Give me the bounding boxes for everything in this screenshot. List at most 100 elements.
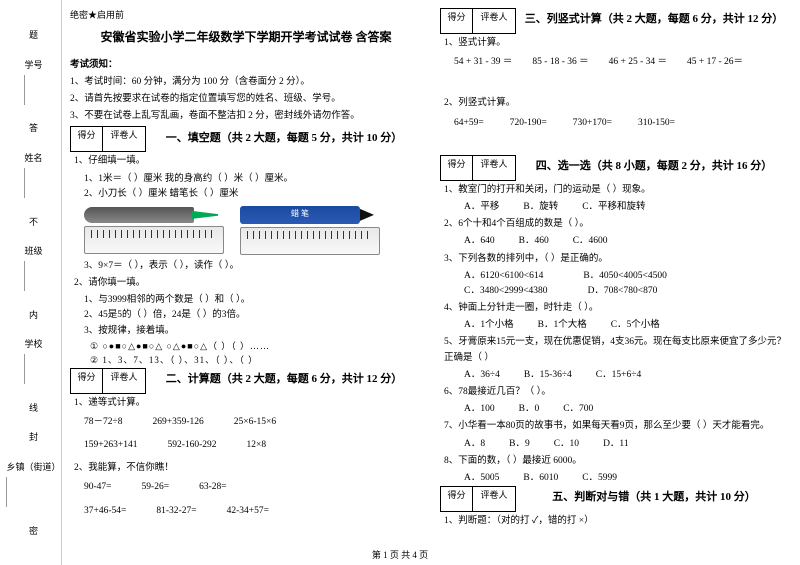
rail-item-class: 班级 bbox=[24, 244, 42, 291]
calc-expr: 592-160-292 bbox=[167, 438, 216, 453]
calc-row: 78－72÷8 269+359-126 25×6-15×6 bbox=[84, 415, 422, 430]
score-box: 得分 评卷人 bbox=[440, 486, 516, 512]
rail-mark: 题 bbox=[29, 28, 38, 41]
calc-expr: 310-150= bbox=[638, 116, 675, 131]
section-header-5: 得分 评卷人 五、判断对与错（共 1 大题，共计 10 分） bbox=[440, 486, 792, 512]
options: A．100 B．0 C．700 bbox=[464, 402, 792, 417]
ruler-icon bbox=[84, 226, 224, 254]
calc-row: 159+263+141 592-160-292 12×8 bbox=[84, 438, 422, 453]
score-cell: 得分 bbox=[71, 369, 103, 393]
section-title: 二、计算题（共 2 大题，每题 6 分，共计 12 分） bbox=[146, 371, 422, 389]
calc-expr: 78－72÷8 bbox=[84, 415, 122, 430]
secret-label: 绝密★启用前 bbox=[70, 8, 422, 22]
grader-cell: 评卷人 bbox=[473, 156, 515, 180]
crayon-icon: 蜡 笔 bbox=[240, 206, 360, 224]
question: 2、列竖式计算。 bbox=[444, 96, 792, 111]
knife-icon bbox=[84, 207, 194, 223]
grader-cell: 评卷人 bbox=[473, 9, 515, 33]
calc-expr: 54 + 31 - 39 ＝ bbox=[454, 55, 512, 70]
rail-mark: 不 bbox=[29, 215, 38, 228]
subquestion: 1、与3999相邻的两个数是（ ）和（ ）。 bbox=[84, 293, 422, 308]
opt: C．3480<2999<4380 bbox=[464, 284, 548, 299]
section-header-3: 得分 评卷人 三、列竖式计算（共 2 大题，每题 6 分，共计 12 分） bbox=[440, 8, 792, 34]
question: 7、小华看一本80页的故事书，如果每天看9页，那么至少要（ ）天才能看完。 bbox=[444, 419, 792, 434]
opt: C．15+6÷4 bbox=[596, 368, 641, 383]
question: 2、6个十和4个百组成的数是（ ）。 bbox=[444, 217, 792, 232]
grader-cell: 评卷人 bbox=[473, 487, 515, 511]
calc-row: 37+46-54= 81-32-27= 42-34+57= bbox=[84, 504, 422, 519]
subquestion: 1、1米＝（ ）厘米 我的身高约（ ）米（ ）厘米。 bbox=[84, 172, 422, 187]
calc-expr: 269+359-126 bbox=[152, 415, 203, 430]
rail-mark: 内 bbox=[29, 308, 38, 321]
opt: D．11 bbox=[603, 437, 629, 452]
calc-expr: 45 + 17 - 26＝ bbox=[687, 55, 743, 70]
opt: A．5005 bbox=[464, 471, 499, 486]
question: 1、竖式计算。 bbox=[444, 36, 792, 51]
calc-expr: 59-26= bbox=[142, 480, 170, 495]
calc-expr: 159+263+141 bbox=[84, 438, 137, 453]
opt: C．700 bbox=[563, 402, 593, 417]
calc-expr: 81-32-27= bbox=[156, 504, 196, 519]
opt: B．0 bbox=[519, 402, 540, 417]
question: 2、我能算，不信你瞧！ bbox=[74, 461, 422, 476]
notice-line: 1、考试时间：60 分钟，满分为 100 分（含卷面分 2 分）。 bbox=[70, 75, 422, 90]
section-header-4: 得分 评卷人 四、选一选（共 8 小题，每题 2 分，共计 16 分） bbox=[440, 155, 792, 181]
crayon-label: 蜡 笔 bbox=[291, 208, 309, 221]
calc-row: 90-47= 59-26= 63-28= bbox=[84, 480, 422, 495]
grader-cell: 评卷人 bbox=[103, 369, 145, 393]
pattern-line: ① ○●■○△●■○△ ○△●■○△（ ）（ ）…… bbox=[90, 339, 422, 353]
exam-title: 安徽省实验小学二年级数学下学期开学考试试卷 含答案 bbox=[70, 28, 422, 47]
question: 1、教室门的打开和关闭，门的运动是（ ）现象。 bbox=[444, 183, 792, 198]
subquestion: 3、9×7＝（ ），表示（ ），读作（ ）。 bbox=[84, 259, 422, 274]
opt: A．8 bbox=[464, 437, 485, 452]
calc-expr: 720-190= bbox=[510, 116, 547, 131]
page-body: 绝密★启用前 安徽省实验小学二年级数学下学期开学考试试卷 含答案 考试须知： 1… bbox=[70, 8, 792, 545]
opt: A．1个小格 bbox=[464, 318, 514, 333]
ruler-icon bbox=[240, 227, 380, 255]
opt: A．640 bbox=[464, 234, 495, 249]
notice-line: 2、请首先按要求在试卷的指定位置填写您的姓名、班级、学号。 bbox=[70, 92, 422, 107]
opt: C．4600 bbox=[573, 234, 608, 249]
opt: B．15-36÷4 bbox=[524, 368, 572, 383]
section-title: 四、选一选（共 8 小题，每题 2 分，共计 16 分） bbox=[516, 158, 792, 176]
notice-line: 3、不要在试卷上乱写乱画，卷面不整洁扣 2 分，密封线外请勿作答。 bbox=[70, 109, 422, 124]
question: 5、牙膏原来15元一支，现在优惠促销，4支36元。现在每支比原来便宜了多少元？正… bbox=[444, 335, 792, 365]
question: 6、78最接近几百？（ ）。 bbox=[444, 385, 792, 400]
options: A．640 B．460 C．4600 bbox=[464, 234, 792, 249]
question: 1、仔细填一填。 bbox=[74, 154, 422, 169]
calc-expr: 42-34+57= bbox=[227, 504, 269, 519]
section-header-2: 得分 评卷人 二、计算题（共 2 大题，每题 6 分，共计 12 分） bbox=[70, 368, 422, 394]
calc-expr: 85 - 18 - 36 ＝ bbox=[532, 55, 588, 70]
opt: B．9 bbox=[509, 437, 530, 452]
score-cell: 得分 bbox=[441, 9, 473, 33]
figure-row: 蜡 笔 bbox=[84, 206, 422, 255]
left-column: 绝密★启用前 安徽省实验小学二年级数学下学期开学考试试卷 含答案 考试须知： 1… bbox=[70, 8, 422, 545]
rail-item-id: 学号 bbox=[24, 58, 42, 105]
subquestion: 2、小刀长（ ）厘米 蜡笔长（ ）厘米 bbox=[84, 187, 422, 202]
rail-mark: 线 bbox=[29, 401, 38, 414]
calc-expr: 12×8 bbox=[247, 438, 267, 453]
calc-expr: 37+46-54= bbox=[84, 504, 126, 519]
opt: B．460 bbox=[519, 234, 549, 249]
opt: D．708<780<870 bbox=[588, 284, 658, 299]
options: C．3480<2999<4380 D．708<780<870 bbox=[464, 284, 792, 299]
rail-underline bbox=[24, 261, 25, 291]
opt: B．旋转 bbox=[523, 200, 558, 215]
question: 1、判断题：（对的打 ✓，错的打 ×） bbox=[444, 514, 792, 529]
pattern-line: ② 1、3、7、13、（ ）、31、（ ）、（ ） bbox=[90, 353, 422, 367]
rail-underline bbox=[24, 75, 25, 105]
options: A．1个小格 B．1个大格 C．5个小格 bbox=[464, 318, 792, 333]
rail-underline bbox=[24, 168, 25, 198]
opt: A．100 bbox=[464, 402, 495, 417]
score-box: 得分 评卷人 bbox=[440, 8, 516, 34]
score-cell: 得分 bbox=[441, 487, 473, 511]
score-cell: 得分 bbox=[441, 156, 473, 180]
notice-block: 考试须知： 1、考试时间：60 分钟，满分为 100 分（含卷面分 2 分）。 … bbox=[70, 56, 422, 127]
rail-mark: 封 bbox=[29, 430, 38, 443]
calc-expr: 46 + 25 - 34 ＝ bbox=[609, 55, 667, 70]
calc-expr: 25×6-15×6 bbox=[234, 415, 276, 430]
rail-item-school: 学校 bbox=[24, 337, 42, 384]
question: 1、递等式计算。 bbox=[74, 396, 422, 411]
section-title: 三、列竖式计算（共 2 大题，每题 6 分，共计 12 分） bbox=[516, 11, 792, 29]
right-column: 得分 评卷人 三、列竖式计算（共 2 大题，每题 6 分，共计 12 分） 1、… bbox=[440, 8, 792, 545]
